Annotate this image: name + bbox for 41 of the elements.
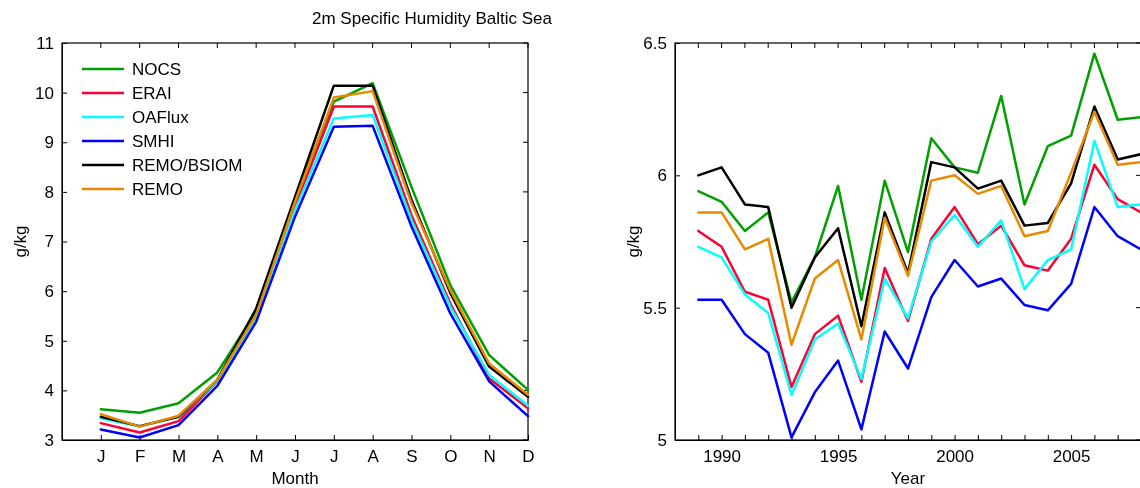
y-tick-label: 4 (44, 381, 54, 401)
legend-label: SMHI (132, 132, 175, 151)
x-tick-label: D (522, 447, 535, 467)
y-tick-label: 9 (44, 133, 54, 153)
legend-label: OAFlux (132, 108, 190, 127)
y-tick-label: 6 (657, 166, 667, 186)
y-tick-label: 10 (35, 83, 54, 103)
x-tick-label: F (134, 447, 146, 467)
y-tick-label: 5 (657, 430, 667, 450)
legend-label: ERAI (132, 84, 172, 103)
x-tick-label: 2000 (936, 447, 975, 467)
y-tick-label: 8 (44, 182, 54, 202)
y-tick-label: 3 (44, 430, 54, 450)
y-tick-label: 6.5 (643, 33, 667, 53)
x-tick-label: S (406, 447, 418, 467)
legend-label: REMO/BSIOM (132, 156, 243, 175)
y-tick-label: 5 (44, 331, 54, 351)
x-tick-label: J (291, 447, 300, 467)
legend-label: NOCS (132, 60, 182, 79)
chart-title: 2m Specific Humidity Baltic Sea (312, 9, 553, 28)
x-tick-label: 1995 (819, 447, 858, 467)
x-tick-label: O (444, 447, 458, 467)
x-axis-title: Year (890, 469, 926, 488)
y-axis-title: g/kg (624, 225, 643, 258)
y-tick-label: 6 (44, 282, 54, 302)
line-series (697, 205, 1140, 439)
x-tick-label: N (483, 447, 496, 467)
x-tick-label: J (330, 447, 339, 467)
x-tick-label: 2005 (1052, 447, 1091, 467)
x-axis-title: Month (271, 469, 319, 488)
x-tick-label: A (212, 447, 225, 467)
x-tick-label: J (97, 447, 106, 467)
x-tick-label: M (249, 447, 264, 467)
y-tick-label: 7 (44, 232, 54, 252)
legend-label: REMO (132, 180, 183, 199)
y-tick-label: 11 (36, 33, 54, 53)
x-tick-label: M (171, 447, 187, 467)
x-tick-label: A (367, 447, 380, 467)
y-axis-title: g/kg (11, 225, 30, 258)
y-tick-label: 5.5 (643, 298, 667, 318)
x-tick-label: 1990 (703, 447, 742, 467)
